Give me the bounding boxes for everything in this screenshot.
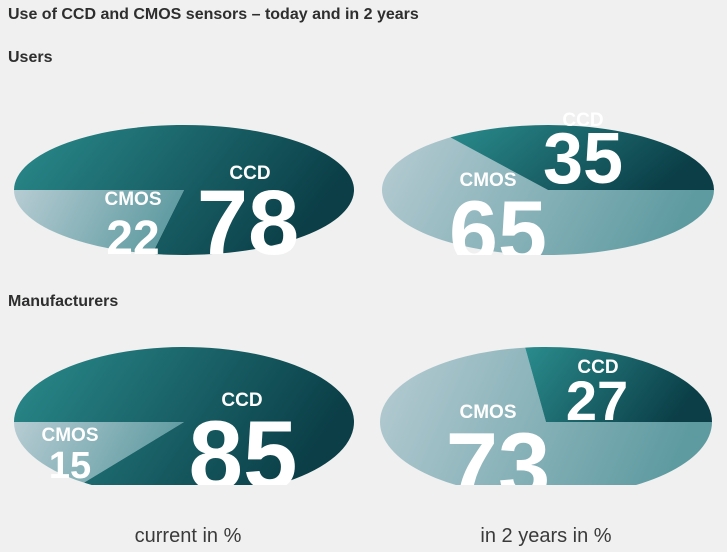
cmos-slice [380, 347, 712, 485]
ccd-slice-label: CCD [221, 390, 262, 411]
ccd-slice [450, 124, 715, 190]
cmos-slice [14, 422, 184, 483]
ccd-slice-label: CCD [229, 163, 270, 184]
cmos-slice-label: CMOS [105, 189, 162, 210]
cmos-slice-label: CMOS [460, 170, 517, 191]
ccd-slice-value: 78 [197, 172, 299, 274]
ccd-slice [14, 125, 354, 255]
ccd-slice [14, 347, 354, 485]
users-section-label: Users [8, 49, 53, 66]
cmos-slice-value: 73 [446, 413, 551, 518]
page-title: Use of CCD and CMOS sensors – today and … [8, 6, 419, 23]
cmos-slice-value: 15 [49, 445, 91, 487]
ccd-slice-value: 85 [188, 400, 297, 510]
ccd-slice-label: CCD [562, 110, 603, 131]
cmos-slice-label: CMOS [460, 402, 517, 423]
ccd-slice-value: 27 [566, 369, 628, 432]
cmos-slice-value: 65 [449, 182, 547, 281]
ccd-slice [525, 346, 712, 422]
ccd-slice-value: 35 [543, 119, 623, 199]
manufacturers-section-label: Manufacturers [8, 293, 119, 310]
caption-future: in 2 years in % [480, 525, 612, 547]
ccd-slice-label: CCD [577, 357, 618, 378]
cmos-slice-label: CMOS [42, 425, 99, 446]
cmos-slice-value: 22 [106, 212, 159, 265]
caption-current: current in % [134, 525, 242, 547]
cmos-slice [14, 190, 184, 254]
cmos-slice [381, 137, 714, 255]
